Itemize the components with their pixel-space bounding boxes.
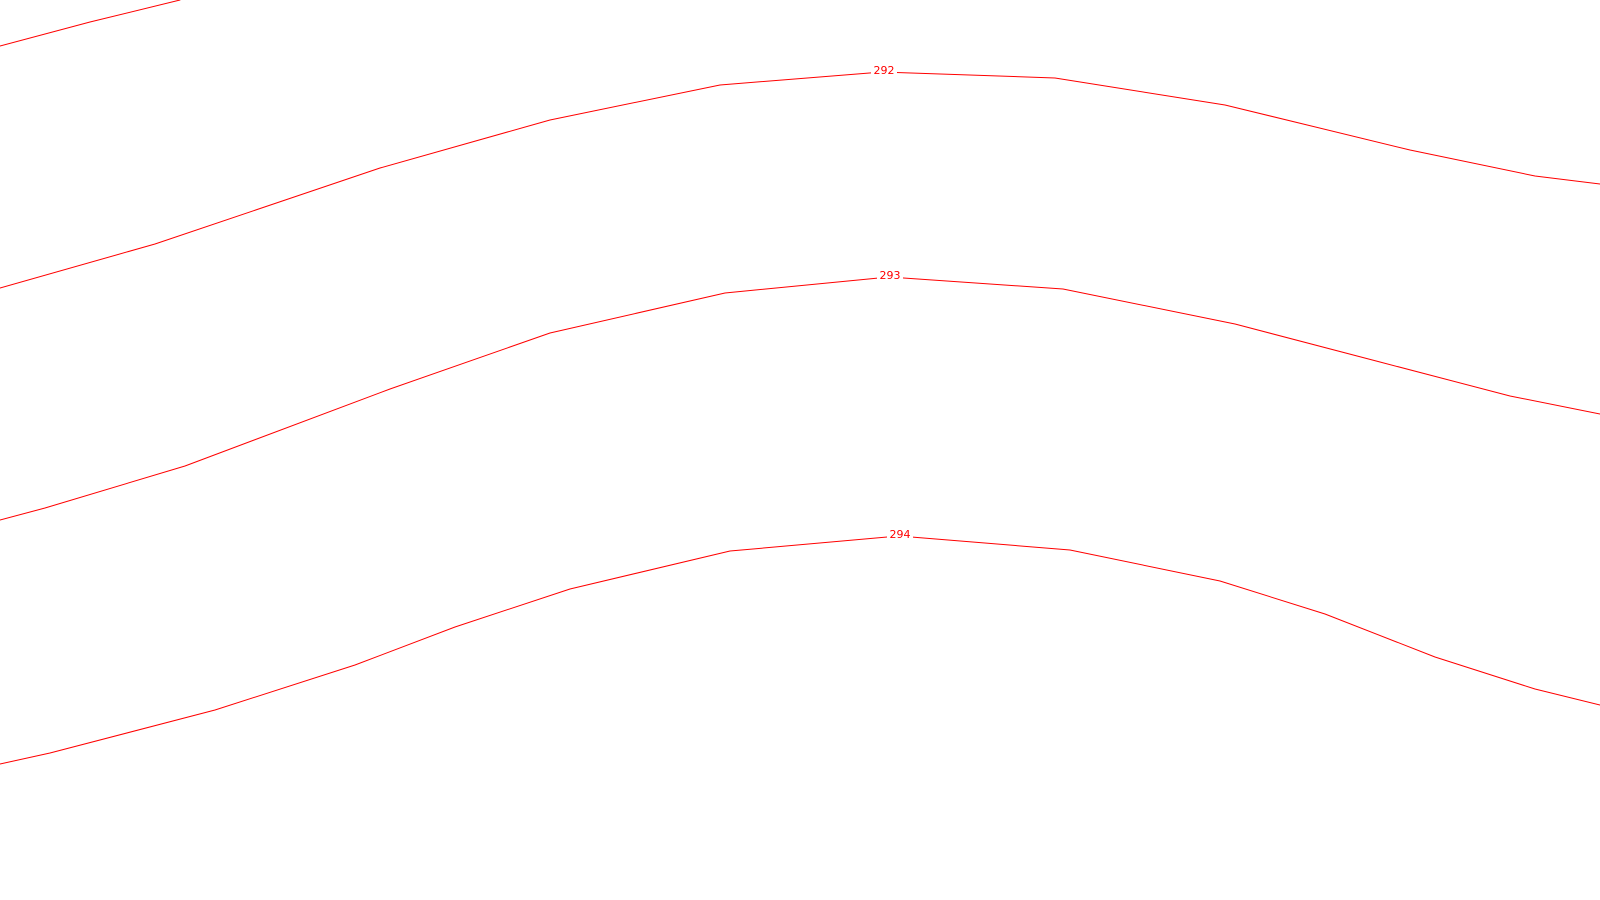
contour-line-294: [0, 535, 1600, 765]
contour-292: 292: [0, 63, 1600, 289]
contour-line-293: [0, 276, 1600, 521]
contour-293: 293: [0, 269, 1600, 521]
contour-label-bg-292: [871, 63, 897, 77]
contour-label-292: 292: [874, 64, 895, 77]
contour-upper-partial: [0, 0, 181, 47]
contour-label-293: 293: [880, 269, 901, 282]
contour-line-292: [0, 71, 1600, 289]
contour-line-upper-partial: [0, 0, 181, 47]
contour-294: 294: [0, 528, 1600, 765]
contour-label-294: 294: [890, 528, 911, 541]
contour-label-bg-294: [887, 528, 913, 542]
contour-label-bg-293: [877, 269, 903, 283]
